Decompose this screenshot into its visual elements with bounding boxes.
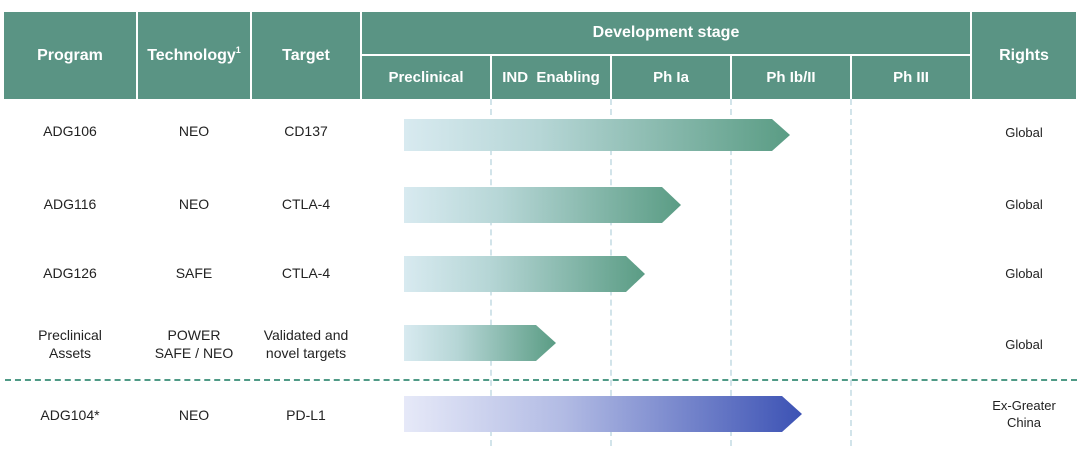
technology-cell: POWER SAFE / NEO xyxy=(154,327,234,361)
program-cell: Preclinical Assets xyxy=(38,327,102,361)
stage-ph-ia: Ph Ia xyxy=(612,56,730,99)
target-cell: CTLA-4 xyxy=(281,196,331,212)
progress-arrow-shape xyxy=(404,256,645,292)
header-target-label: Target xyxy=(282,46,330,64)
header-rights: Rights xyxy=(972,12,1076,99)
header-program: Program xyxy=(4,12,136,99)
rights-cell: Global xyxy=(1005,266,1043,281)
rights-cell: Global xyxy=(1005,337,1043,352)
target-cell: CD137 xyxy=(284,123,328,139)
progress-arrow-adg106 xyxy=(404,119,790,151)
program-cell: ADG116 xyxy=(43,196,97,212)
partnered-separator xyxy=(5,379,1077,381)
stage-ph-ib-ii: Ph Ib/II xyxy=(732,56,850,99)
header-development-stage-label: Development stage xyxy=(592,24,740,41)
progress-arrow-shape xyxy=(404,119,790,151)
target-cell: Validated and novel targets xyxy=(263,327,349,361)
progress-arrow-shape xyxy=(404,325,556,361)
stage-ind-enabling: IND Enabling xyxy=(492,56,610,99)
target-cell: PD-L1 xyxy=(286,407,326,423)
progress-arrow-preclinical-assets xyxy=(404,325,556,361)
stage-divider xyxy=(850,99,852,446)
header-technology: Technology1 xyxy=(138,12,250,99)
rights-cell: Ex-Greater China xyxy=(992,398,1056,430)
stage-label: Preclinical xyxy=(388,69,464,86)
technology-cell: NEO xyxy=(178,123,210,139)
program-cell: ADG106 xyxy=(43,123,97,139)
progress-arrow-shape xyxy=(404,187,681,223)
rights-cell: Global xyxy=(1005,197,1043,212)
progress-arrow-adg126 xyxy=(404,256,645,292)
technology-cell: NEO xyxy=(178,196,210,212)
target-cell: CTLA-4 xyxy=(281,265,331,281)
footnote-marker: 1 xyxy=(235,44,241,55)
header-technology-label: Technology1 xyxy=(147,44,241,64)
technology-cell: NEO xyxy=(178,407,210,423)
technology-cell: SAFE xyxy=(175,265,213,281)
progress-arrow-adg104 xyxy=(404,396,802,432)
header-rights-label: Rights xyxy=(999,46,1049,64)
progress-arrow-adg116 xyxy=(404,187,681,223)
stage-label: Ph Ib/II xyxy=(766,69,816,86)
stage-label: IND Enabling xyxy=(502,69,600,86)
header-program-label: Program xyxy=(37,46,103,64)
stage-preclinical: Preclinical xyxy=(362,56,490,99)
progress-arrow-shape xyxy=(404,396,802,432)
stage-divider xyxy=(730,99,732,446)
program-cell: ADG104* xyxy=(40,407,100,423)
stage-label: Ph Ia xyxy=(653,69,689,86)
rights-cell: Global xyxy=(1005,125,1043,140)
header-target: Target xyxy=(252,12,360,99)
header-development-stage: Development stage xyxy=(362,12,970,54)
stage-ph-iii: Ph III xyxy=(852,56,970,99)
stage-label: Ph III xyxy=(893,69,929,86)
program-cell: ADG126 xyxy=(43,265,97,281)
